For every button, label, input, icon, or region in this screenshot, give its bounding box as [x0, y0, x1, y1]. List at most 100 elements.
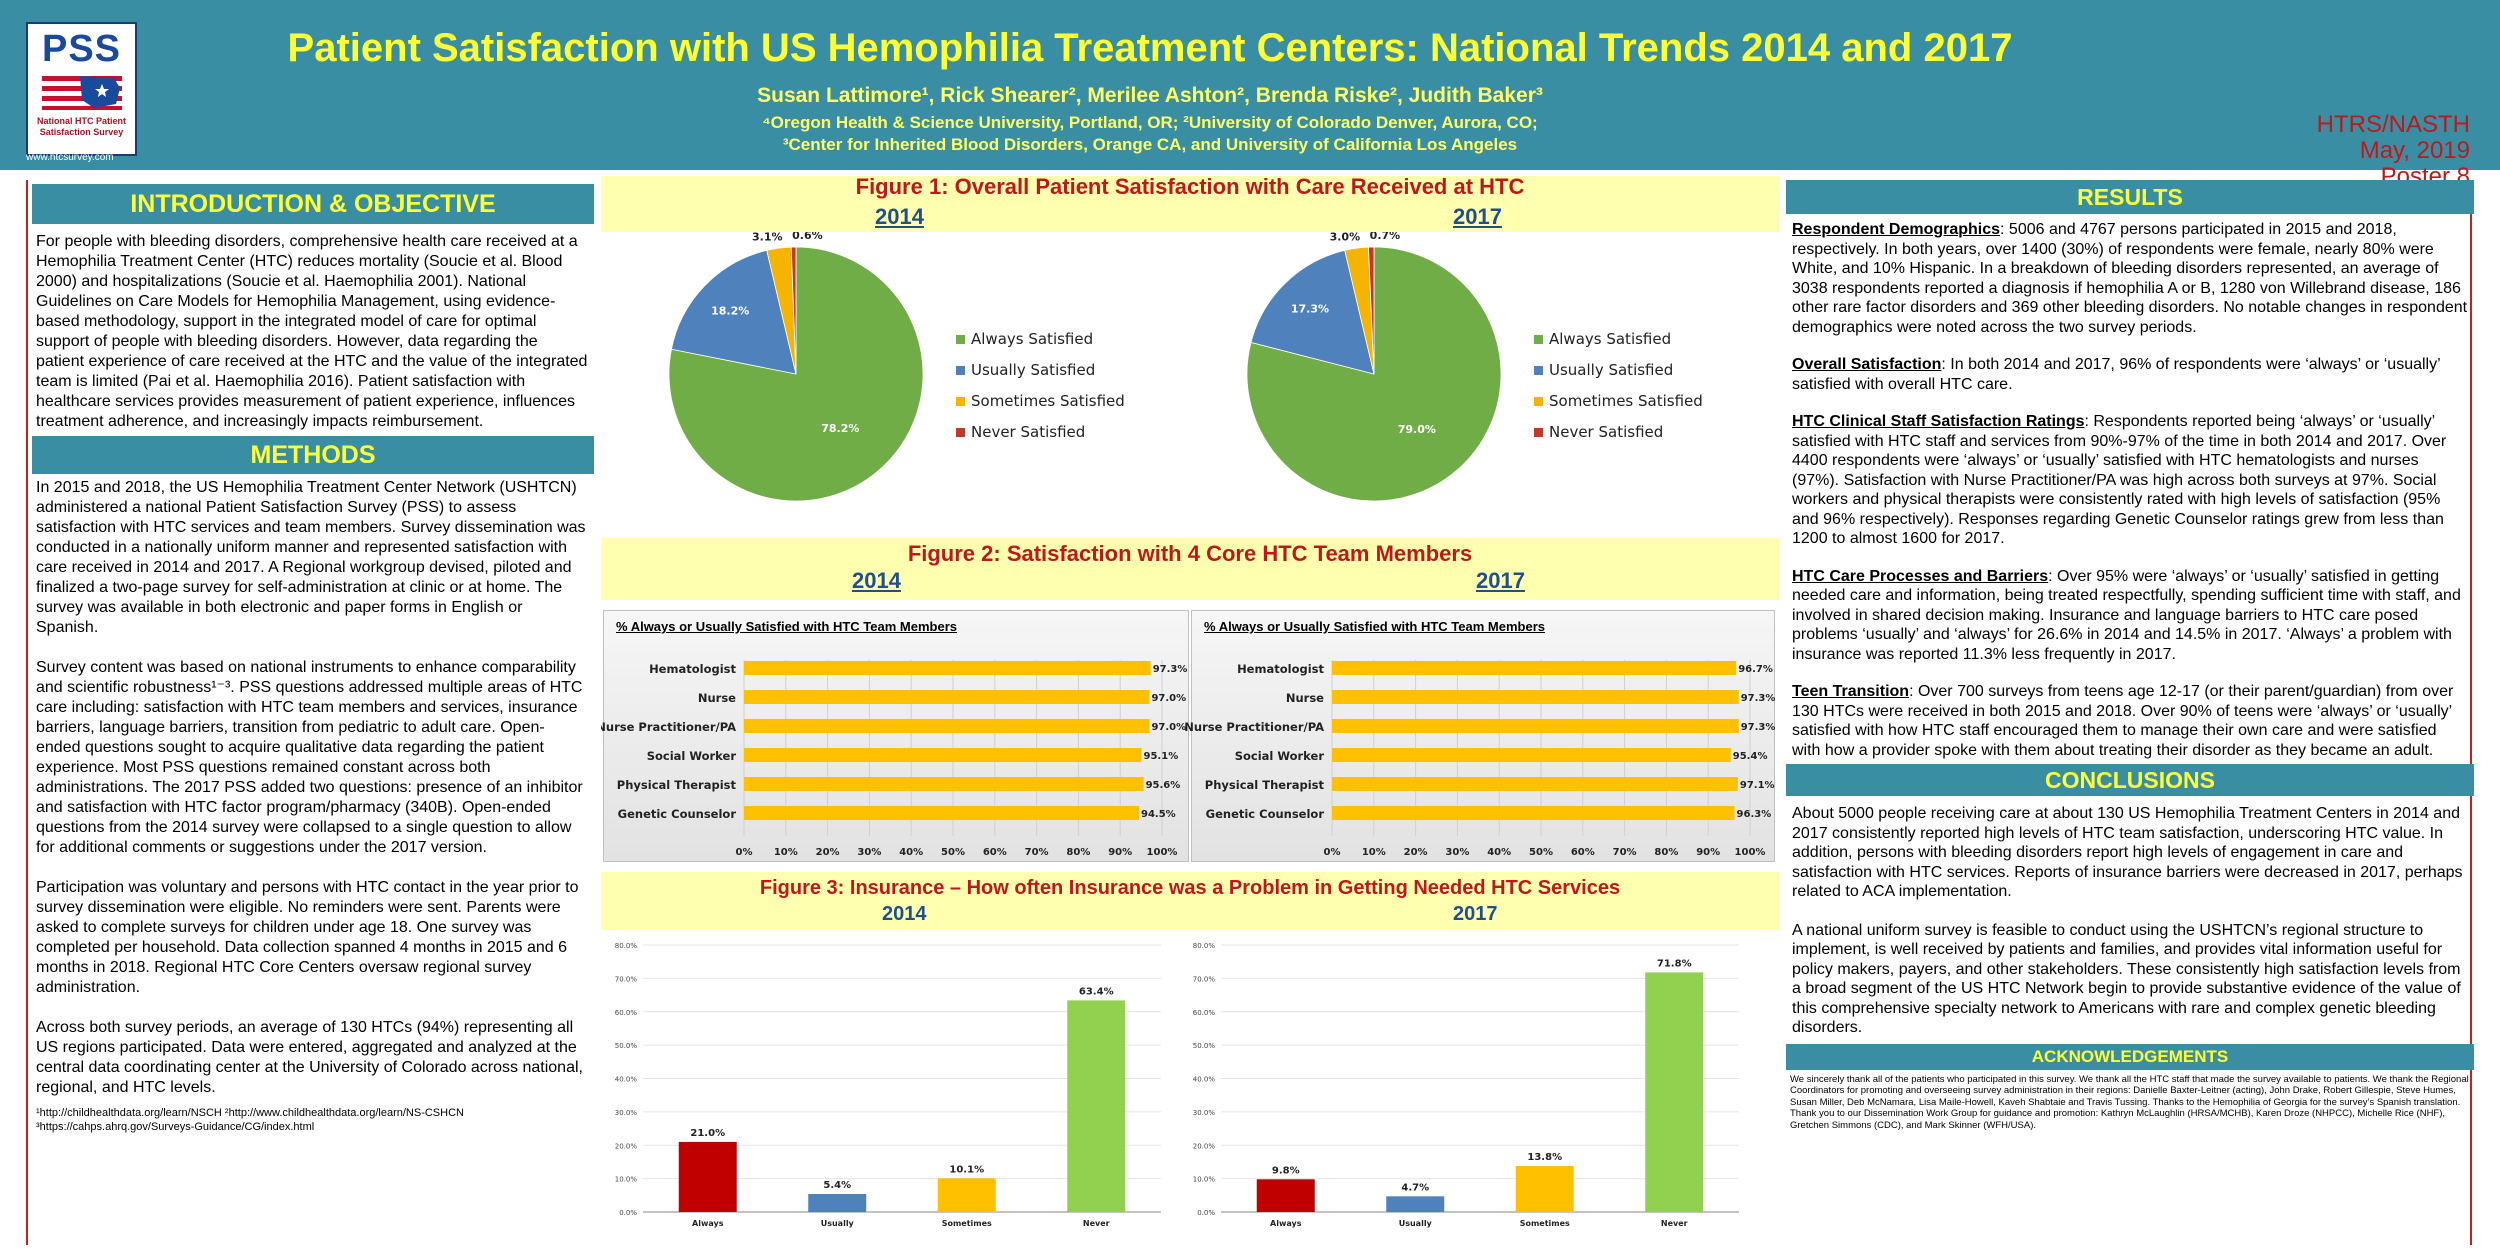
y-tick-0-1: 10.0%: [615, 1176, 638, 1184]
y-tick-1-0: 0.0%: [1197, 1209, 1215, 1217]
figure-1-year-2017: 2017: [1453, 204, 1502, 229]
team-bar-value-0-0: 97.3%: [1153, 664, 1188, 675]
figure-1-band: [601, 176, 1779, 232]
category-label-0-1: Nurse: [698, 691, 736, 705]
y-tick-0-6: 60.0%: [615, 1009, 638, 1017]
insurance-bar-0-0: [678, 1141, 737, 1212]
figure-1-year-2014: 2014: [875, 204, 924, 229]
right-divider: [2470, 180, 2472, 1245]
insurance-category-0-2: Sometimes: [942, 1219, 992, 1228]
team-bar-0-4: [744, 777, 1144, 791]
x-tick-0-5: 50%: [941, 847, 965, 858]
insurance-bar-0-2: [937, 1178, 996, 1212]
category-label-1-2: Nurse Practitioner/PA: [1184, 720, 1324, 734]
y-tick-1-5: 50.0%: [1193, 1042, 1216, 1050]
x-tick-1-2: 20%: [1404, 847, 1428, 858]
logo-subtitle: National HTC Patient Satisfaction Survey: [36, 116, 126, 137]
reference-2[interactable]: ³https://cahps.ahrq.gov/Surveys-Guidance…: [36, 1121, 315, 1133]
x-tick-0-7: 70%: [1025, 847, 1049, 858]
figure-2-title: Figure 2: Satisfaction with 4 Core HTC T…: [907, 541, 1473, 566]
results-teen: Teen Transition: Over 700 surveys from t…: [1792, 682, 2468, 760]
conclusions-paragraph-1: About 5000 people receiving care at abou…: [1792, 805, 2463, 900]
insurance-bar-value-0-0: 21.0%: [690, 1128, 725, 1139]
category-label-0-4: Physical Therapist: [617, 778, 737, 792]
figure-3-year-2014: 2014: [882, 903, 927, 925]
category-label-1-4: Physical Therapist: [1205, 778, 1325, 792]
pie-value-label-1-1: 17.3%: [1291, 303, 1329, 316]
insurance-bar-value-1-2: 13.8%: [1527, 1152, 1562, 1163]
insurance-bar-0-1: [808, 1193, 867, 1212]
x-tick-1-10: 100%: [1735, 847, 1766, 858]
x-tick-1-5: 50%: [1529, 847, 1553, 858]
barriers-heading: HTC Care Processes and Barriers: [1792, 567, 2049, 585]
methods-paragraph-4: Across both survey periods, an average o…: [36, 1019, 583, 1096]
overall-text: : In both 2014 and 2017, 96% of responde…: [1792, 356, 2441, 393]
x-tick-0-8: 80%: [1066, 847, 1090, 858]
team-bar-value-1-1: 97.3%: [1741, 693, 1776, 704]
methods-paragraph-1: In 2015 and 2018, the US Hemophilia Trea…: [36, 479, 586, 636]
team-bar-value-1-2: 97.3%: [1741, 722, 1776, 733]
insurance-bar-value-1-3: 71.8%: [1657, 958, 1692, 969]
team-bar-1-2: [1332, 719, 1739, 733]
legend-swatch-0-0: [956, 335, 965, 344]
team-bar-value-1-3: 95.4%: [1733, 751, 1768, 762]
y-tick-0-3: 30.0%: [615, 1109, 638, 1117]
staff-text: : Respondents reported being ‘always’ or…: [1792, 413, 2447, 547]
legend-label-0-3: Never Satisfied: [971, 423, 1085, 441]
insurance-bar-1-1: [1386, 1196, 1445, 1212]
logo-url[interactable]: www.htcsurvey.com: [26, 152, 114, 163]
insurance-category-1-1: Usually: [1399, 1219, 1433, 1228]
results-staff: HTC Clinical Staff Satisfaction Ratings:…: [1792, 412, 2468, 549]
right-column: RESULTS Respondent Demographics: 5006 an…: [1786, 180, 2474, 1250]
poster-title: Patient Satisfaction with US Hemophilia …: [287, 26, 2013, 70]
legend-label-0-1: Usually Satisfied: [971, 361, 1095, 379]
category-label-1-0: Hematologist: [1237, 662, 1324, 676]
x-tick-1-6: 60%: [1571, 847, 1595, 858]
pss-logo: PSS National HTC Patient Satisfaction Su…: [26, 22, 137, 156]
team-bar-1-5: [1332, 806, 1735, 820]
insurance-bar-value-1-1: 4.7%: [1401, 1182, 1429, 1193]
figure-1-title: Figure 1: Overall Patient Satisfaction w…: [855, 174, 1525, 199]
figure-3-bar-charts: 0.0% 10.0% 20.0% 30.0% 40.0% 50.0% 60.0% 70.0% 8…: [615, 942, 1739, 1228]
insurance-category-0-0: Always: [692, 1219, 724, 1228]
team-bar-value-0-1: 97.0%: [1151, 693, 1186, 704]
insurance-bar-value-0-1: 5.4%: [823, 1180, 851, 1191]
y-tick-0-2: 20.0%: [615, 1142, 638, 1150]
authors: Susan Lattimore¹, Rick Shearer², Merilee…: [757, 84, 1543, 107]
affiliation-1: ⁴Oregon Health & Science University, Por…: [762, 113, 1538, 132]
intro-heading: INTRODUCTION & OBJECTIVE: [32, 184, 594, 224]
x-tick-0-10: 100%: [1147, 847, 1178, 858]
x-tick-1-1: 10%: [1362, 847, 1386, 858]
legend-swatch-0-3: [956, 428, 965, 437]
insurance-category-0-3: Never: [1083, 1219, 1110, 1228]
acknowledgements-heading: ACKNOWLEDGEMENTS: [1786, 1043, 2474, 1070]
y-tick-0-8: 80.0%: [615, 942, 638, 950]
x-tick-0-6: 60%: [983, 847, 1007, 858]
teen-heading: Teen Transition: [1792, 683, 1910, 700]
y-tick-1-7: 70.0%: [1193, 975, 1216, 983]
conclusions-heading: CONCLUSIONS: [1786, 764, 2474, 796]
reference-1[interactable]: ¹http://childhealthdata.org/learn/NSCH ²…: [36, 1107, 464, 1119]
conference-name: HTRS/NASTH: [2316, 111, 2470, 138]
team-bar-1-4: [1332, 777, 1738, 791]
staff-heading: HTC Clinical Staff Satisfaction Ratings: [1792, 413, 2085, 430]
y-tick-0-5: 50.0%: [615, 1042, 638, 1050]
pie-value-label-0-3: 0.6%: [792, 232, 823, 242]
figure-1-pie-charts: 78.2% 18.2% 3.1% 0.6% Always Satisfied Usuall…: [668, 232, 1703, 502]
pie-slice-0-1: [670, 249, 797, 375]
pie-value-label-1-2: 3.0%: [1330, 232, 1361, 243]
category-label-1-3: Social Worker: [1235, 749, 1325, 763]
y-tick-1-3: 30.0%: [1193, 1109, 1216, 1117]
team-bar-0-2: [744, 719, 1150, 733]
left-divider: [26, 180, 28, 1245]
figure-2-bar-charts: 0% 10% 20% 30% 40% 50% 60% 70% 80% 90% 100% Hematol…: [601, 660, 1776, 858]
legend-swatch-0-2: [956, 397, 965, 406]
acknowledgements-text: We sincerely thank all of the patients w…: [1790, 1073, 2469, 1131]
panel-title-2014: % Always or Usually Satisfied with HTC T…: [616, 619, 957, 634]
results-body: Respondent Demographics: 5006 and 4767 p…: [1786, 220, 2474, 760]
conference-date: May, 2019: [2359, 137, 2470, 164]
x-tick-1-9: 90%: [1696, 847, 1720, 858]
logo-text: PSS: [41, 28, 122, 70]
flag-map-icon: [42, 74, 122, 110]
poster-header: PSS National HTC Patient Satisfaction Su…: [0, 0, 2500, 170]
